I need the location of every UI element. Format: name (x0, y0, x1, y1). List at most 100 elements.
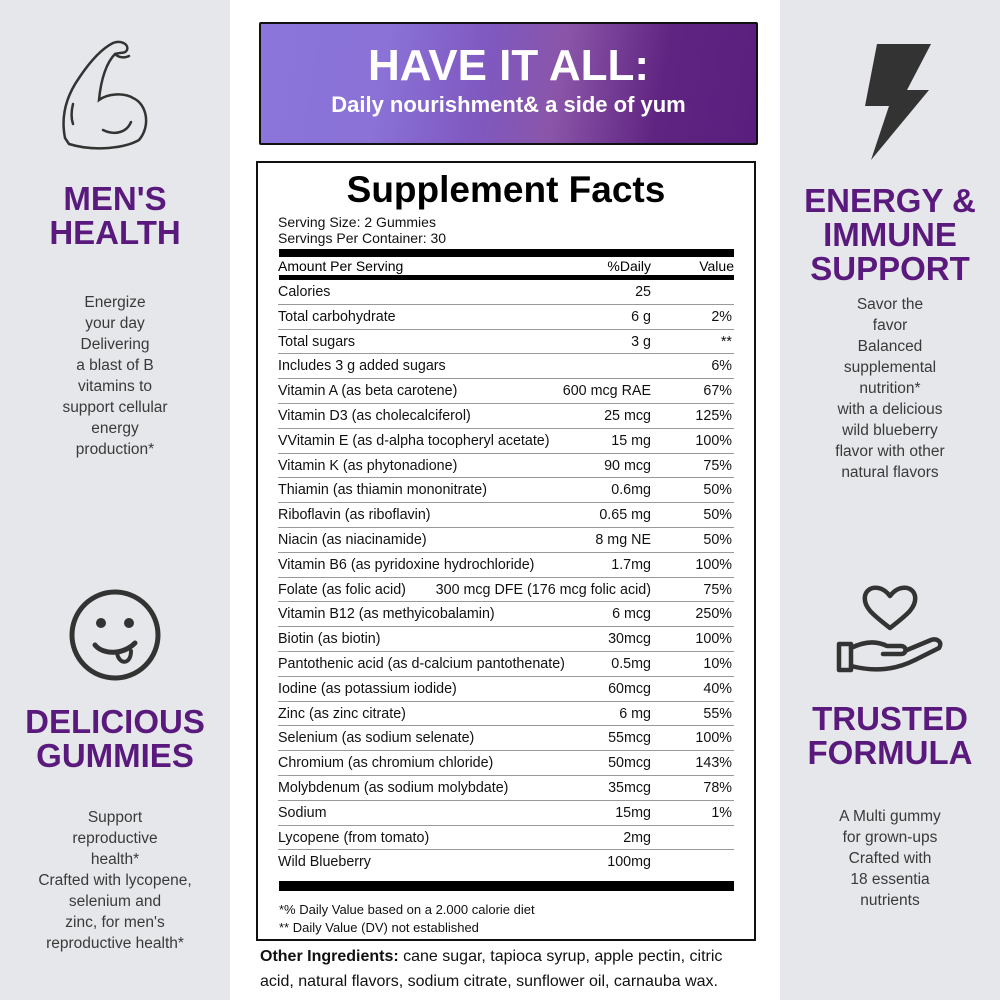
banner-subtitle: Daily nourishment& a side of yum (331, 92, 686, 117)
nutrient-name: Vitamin B12 (as methyicobalamin) (278, 606, 495, 623)
nutrient-name: Iodine (as potassium iodide) (278, 680, 457, 697)
nutrient-name: Niacin (as niacinamide) (278, 531, 427, 548)
nutrient-amount: 0.5mg (611, 655, 651, 672)
nutrient-amount: 0.6mg (611, 482, 651, 499)
facts-row: Total carbohydrate 6 g 2% (278, 305, 734, 330)
nutrient-amount: 0.65 mg (599, 507, 651, 524)
nutrient-daily-value: 125% (695, 407, 732, 424)
nutrient-name: Vitamin B6 (as pyridoxine hydrochloride) (278, 556, 535, 573)
header-amount: Amount Per Serving (278, 258, 404, 274)
feature-text: Savor the favor Balanced supplemental nu… (835, 296, 945, 481)
nutrient-daily-value: 100% (695, 432, 732, 449)
nutrient-name: Pantothenic acid (as d-calcium pantothen… (278, 655, 565, 672)
facts-row: Iodine (as potassium iodide) 60mcg 40% (278, 677, 734, 702)
nutrient-name: Folate (as folic acid) (278, 581, 406, 598)
tongue-smiley-icon (69, 589, 161, 681)
nutrient-daily-value: 143% (695, 755, 732, 772)
facts-title: Supplement Facts (346, 169, 666, 210)
nutrient-daily-value: 75% (703, 581, 732, 598)
header-value: Value (699, 258, 734, 274)
footnote-daily-value: *% Daily Value based on a 2.000 calorie … (279, 902, 535, 918)
nutrient-name: Wild Blueberry (278, 854, 371, 871)
facts-row: Chromium (as chromium chloride) 50mcg 143% (278, 751, 734, 776)
facts-row: Includes 3 g added sugars 6% (278, 354, 734, 380)
nutrient-name: Calories (278, 284, 331, 300)
banner-title: HAVE IT ALL: (367, 41, 650, 90)
nutrient-amount: 25 mcg (604, 407, 651, 424)
nutrient-name: Sodium (278, 804, 327, 821)
nutrient-daily-value: 100% (695, 556, 732, 573)
nutrient-daily-value: ** (720, 333, 732, 350)
nutrient-amount: 30mcg (608, 631, 651, 648)
nutrient-amount: 35mcg (608, 779, 651, 796)
nutrient-name: Biotin (as biotin) (278, 631, 381, 648)
nutrient-amount: 100mg (607, 854, 651, 871)
facts-row: Sodium 15mg 1% (278, 801, 734, 826)
feature-energy-immune: ENERGY & IMMUNE SUPPORT Savor the favor … (780, 42, 1000, 483)
feature-text: Support reproductive health* Crafted wit… (38, 809, 192, 952)
thick-divider (279, 881, 734, 892)
nutrient-amount: 50mcg (608, 755, 651, 772)
nutrient-name: Includes 3 g added sugars (278, 358, 446, 375)
nutrient-name: Selenium (as sodium selenate) (278, 730, 475, 747)
nutrient-name: Total carbohydrate (278, 308, 396, 325)
facts-row: Folate (as folic acid) 300 mcg DFE (176 m… (278, 578, 734, 603)
facts-row: Vitamin B6 (as pyridoxine hydrochloride)… (278, 553, 734, 578)
facts-row: Thiamin (as thiamin mononitrate) 0.6mg 50% (278, 478, 734, 504)
serving-size: Serving Size: 2 Gummies (278, 214, 436, 230)
nutrient-amount: 15 mg (611, 432, 651, 449)
nutrient-amount: 90 mcg (604, 457, 651, 474)
lightning-bolt-icon (865, 44, 931, 160)
facts-row: Niacin (as niacinamide) 8 mg NE 50% (278, 528, 734, 553)
facts-row: Vitamin D3 (as cholecalciferol) 25 mcg 125… (278, 404, 734, 429)
facts-header: Amount Per Serving %Daily Value (278, 257, 734, 275)
nutrient-amount: 60mcg (608, 680, 651, 697)
nutrient-amount: 6 mcg (612, 606, 651, 623)
feature-delicious-gummies: DELICIOUS GUMMIES Support reproductive h… (0, 585, 230, 954)
header-daily: %Daily (607, 258, 651, 274)
nutrient-daily-value: 50% (703, 507, 732, 524)
facts-row: Riboflavin (as riboflavin) 0.65 mg 50% (278, 503, 734, 528)
feature-title: TRUSTED FORMULA (807, 700, 973, 771)
nutrient-name: Riboflavin (as riboflavin) (278, 507, 431, 524)
facts-row: Zinc (as zinc citrate) 6 mg 55% (278, 702, 734, 727)
facts-row: Vitamin B12 (as methyicobalamin) 6 mcg 250… (278, 602, 734, 628)
nutrient-daily-value: 250% (695, 606, 732, 623)
nutrient-daily-value: 10% (703, 655, 732, 672)
thick-divider (279, 249, 734, 257)
facts-row: Selenium (as sodium selenate) 55mcg 100% (278, 726, 734, 752)
feature-text: A Multi gummy for grown-ups Crafted with… (839, 808, 941, 909)
hand-heart-icon (836, 585, 943, 673)
facts-row: Biotin (as biotin) 30mcg 100% (278, 627, 734, 652)
feature-trusted-formula: TRUSTED FORMULA A Multi gummy for grown-… (780, 584, 1000, 911)
other-ingredients-text: cane sugar, tapioca syrup, apple pectin,… (260, 948, 723, 990)
nutrient-amount: 1.7mg (611, 556, 651, 573)
nutrient-daily-value: 2% (711, 308, 732, 325)
nutrient-name: Thiamin (as thiamin mononitrate) (278, 482, 487, 499)
nutrient-daily-value: 40% (703, 680, 732, 697)
left-panel: MEN'S HEALTH Energize your day Deliverin… (0, 0, 230, 1000)
nutrient-name: Chromium (as chromium chloride) (278, 755, 494, 772)
nutrient-daily-value: 67% (703, 383, 732, 400)
flexed-arm-icon (62, 40, 148, 150)
nutrient-amount: 6 g (631, 308, 651, 325)
nutrient-daily-value: 78% (703, 779, 732, 796)
feature-text: Energize your day Delivering a blast of … (62, 294, 168, 458)
feature-title: DELICIOUS GUMMIES (25, 703, 205, 774)
nutrient-amount: 15mg (615, 804, 651, 821)
nutrient-name: Molybdenum (as sodium molybdate) (278, 779, 509, 796)
nutrient-amount: 600 mcg RAE (562, 383, 651, 400)
feature-mens-health: MEN'S HEALTH Energize your day Deliverin… (0, 38, 230, 460)
nutrient-daily-value: 6% (711, 358, 732, 375)
nutrient-name: Zinc (as zinc citrate) (278, 705, 406, 722)
nutrient-amount: 8 mg NE (595, 531, 651, 548)
facts-row: Pantothenic acid (as d-calcium pantothen… (278, 652, 734, 677)
nutrient-name: Vitamin K (as phytonadione) (278, 457, 458, 474)
facts-row: Total sugars 3 g ** (278, 330, 734, 355)
servings-per-container: Servings Per Container: 30 (278, 230, 447, 246)
facts-row: VVitamin E (as d-alpha tocopheryl acetat… (278, 429, 734, 454)
supplement-facts-panel: Supplement Facts Serving Size: 2 Gummies… (256, 161, 756, 941)
footnote-not-established: ** Daily Value (DV) not established (279, 920, 479, 936)
nutrient-amount: 2mg (623, 829, 651, 846)
nutrient-name: Vitamin D3 (as cholecalciferol) (278, 407, 471, 424)
